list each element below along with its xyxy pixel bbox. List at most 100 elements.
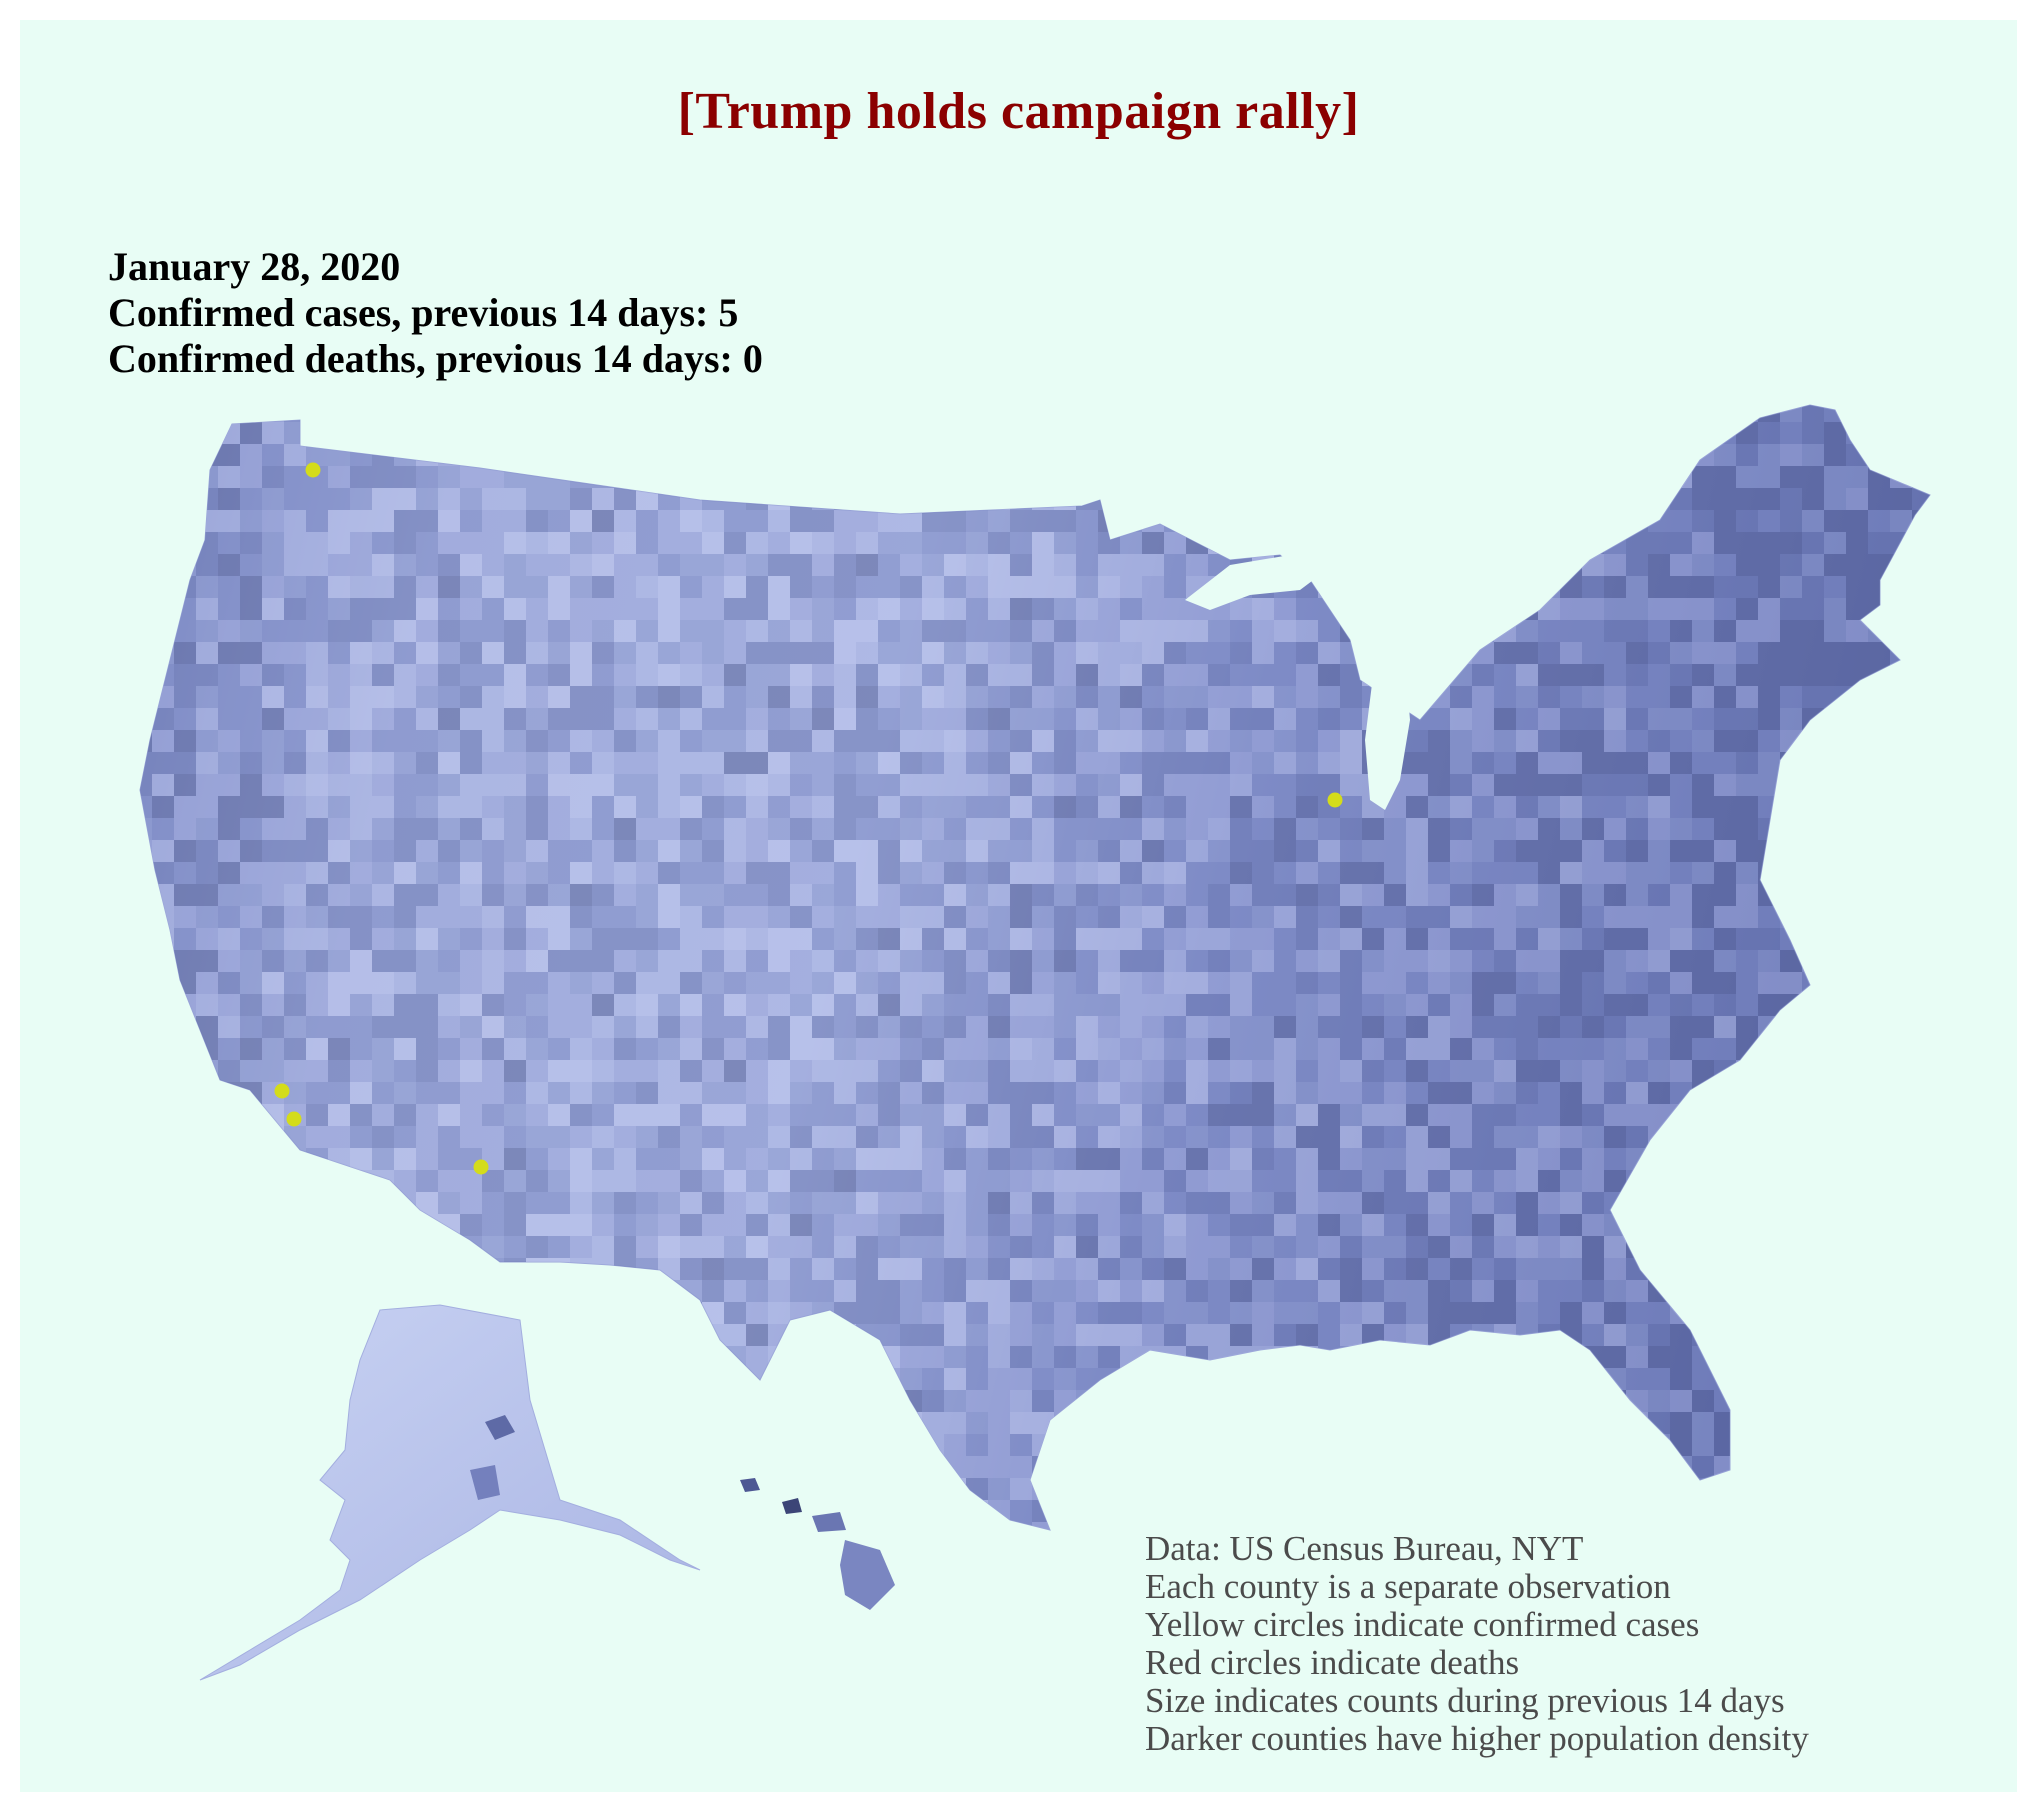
county-cell [1010, 708, 1032, 730]
county-cell [1406, 884, 1428, 906]
county-cell [1912, 1082, 1930, 1104]
county-cell [1582, 1170, 1604, 1192]
county-cell [636, 1280, 658, 1302]
county-cell [1868, 1214, 1890, 1236]
county-cell [1296, 1038, 1318, 1060]
county-cell [922, 884, 944, 906]
county-cell [1912, 466, 1930, 488]
county-cell [1362, 1302, 1384, 1324]
county-cell [988, 554, 1010, 576]
county-cell [724, 1258, 746, 1280]
county-cell [196, 950, 218, 972]
county-cell [1384, 796, 1406, 818]
county-cell [1714, 1236, 1736, 1258]
county-cell [1098, 422, 1120, 444]
county-cell [1098, 642, 1120, 664]
county-cell [416, 1016, 438, 1038]
county-cell [438, 532, 460, 554]
county-cell [504, 422, 526, 444]
county-cell [1208, 1060, 1230, 1082]
county-cell [1230, 730, 1252, 752]
county-cell [152, 1280, 174, 1302]
county-cell [1516, 1478, 1538, 1500]
county-cell [1032, 994, 1054, 1016]
county-cell [1384, 862, 1406, 884]
county-cell [746, 510, 768, 532]
county-cell [1736, 1478, 1758, 1500]
county-cell [1164, 972, 1186, 994]
county-cell [350, 840, 372, 862]
county-cell [328, 532, 350, 554]
county-cell [1120, 510, 1142, 532]
county-cell [1296, 1390, 1318, 1412]
county-cell [812, 796, 834, 818]
county-cell [768, 1060, 790, 1082]
county-cell [1670, 510, 1692, 532]
county-cell [460, 730, 482, 752]
county-cell [1824, 466, 1846, 488]
county-cell [1736, 774, 1758, 796]
county-cell [878, 730, 900, 752]
county-cell [1010, 1192, 1032, 1214]
county-cell [1054, 1258, 1076, 1280]
county-cell [1626, 1170, 1648, 1192]
county-cell [152, 928, 174, 950]
county-cell [218, 972, 240, 994]
county-cell [768, 466, 790, 488]
county-cell [174, 576, 196, 598]
county-cell [1274, 862, 1296, 884]
county-cell [1010, 620, 1032, 642]
county-cell [372, 466, 394, 488]
county-cell [262, 422, 284, 444]
county-cell [1142, 1038, 1164, 1060]
county-cell [1274, 1456, 1296, 1478]
county-cell [922, 488, 944, 510]
county-cell [1186, 1478, 1208, 1500]
county-cell [152, 642, 174, 664]
county-cell [1406, 1148, 1428, 1170]
county-cell [1186, 642, 1208, 664]
county-cell [1186, 1082, 1208, 1104]
county-cell [790, 405, 812, 422]
county-cell [1208, 1302, 1230, 1324]
county-cell [614, 1060, 636, 1082]
county-cell [636, 488, 658, 510]
county-cell [1516, 1148, 1538, 1170]
county-cell [1142, 862, 1164, 884]
county-cell [1714, 730, 1736, 752]
county-cell [768, 1148, 790, 1170]
county-cell [262, 664, 284, 686]
county-cell [702, 994, 724, 1016]
county-cell [196, 422, 218, 444]
county-cell [702, 1170, 724, 1192]
county-cell [746, 884, 768, 906]
county-cell [1406, 906, 1428, 928]
county-cell [1560, 1060, 1582, 1082]
county-cell [1032, 1478, 1054, 1500]
county-cell [218, 708, 240, 730]
county-cell [1274, 1214, 1296, 1236]
county-cell [1274, 1478, 1296, 1500]
county-cell [1450, 972, 1472, 994]
hawaii-oahu [782, 1498, 802, 1514]
county-cell [900, 862, 922, 884]
county-cell [746, 994, 768, 1016]
county-cell [1758, 928, 1780, 950]
county-cell [1604, 686, 1626, 708]
county-cell [1736, 466, 1758, 488]
county-cell [196, 1060, 218, 1082]
county-cell [1384, 1434, 1406, 1456]
county-cell [658, 466, 680, 488]
county-cell [1494, 488, 1516, 510]
county-cell [240, 840, 262, 862]
county-cell [174, 1060, 196, 1082]
county-cell [1890, 1082, 1912, 1104]
county-cell [548, 466, 570, 488]
county-cell [1758, 730, 1780, 752]
county-cell [240, 554, 262, 576]
county-cell [966, 1456, 988, 1478]
county-cell [1450, 1038, 1472, 1060]
county-cell [1604, 642, 1626, 664]
county-cell [350, 598, 372, 620]
county-cell [1494, 554, 1516, 576]
